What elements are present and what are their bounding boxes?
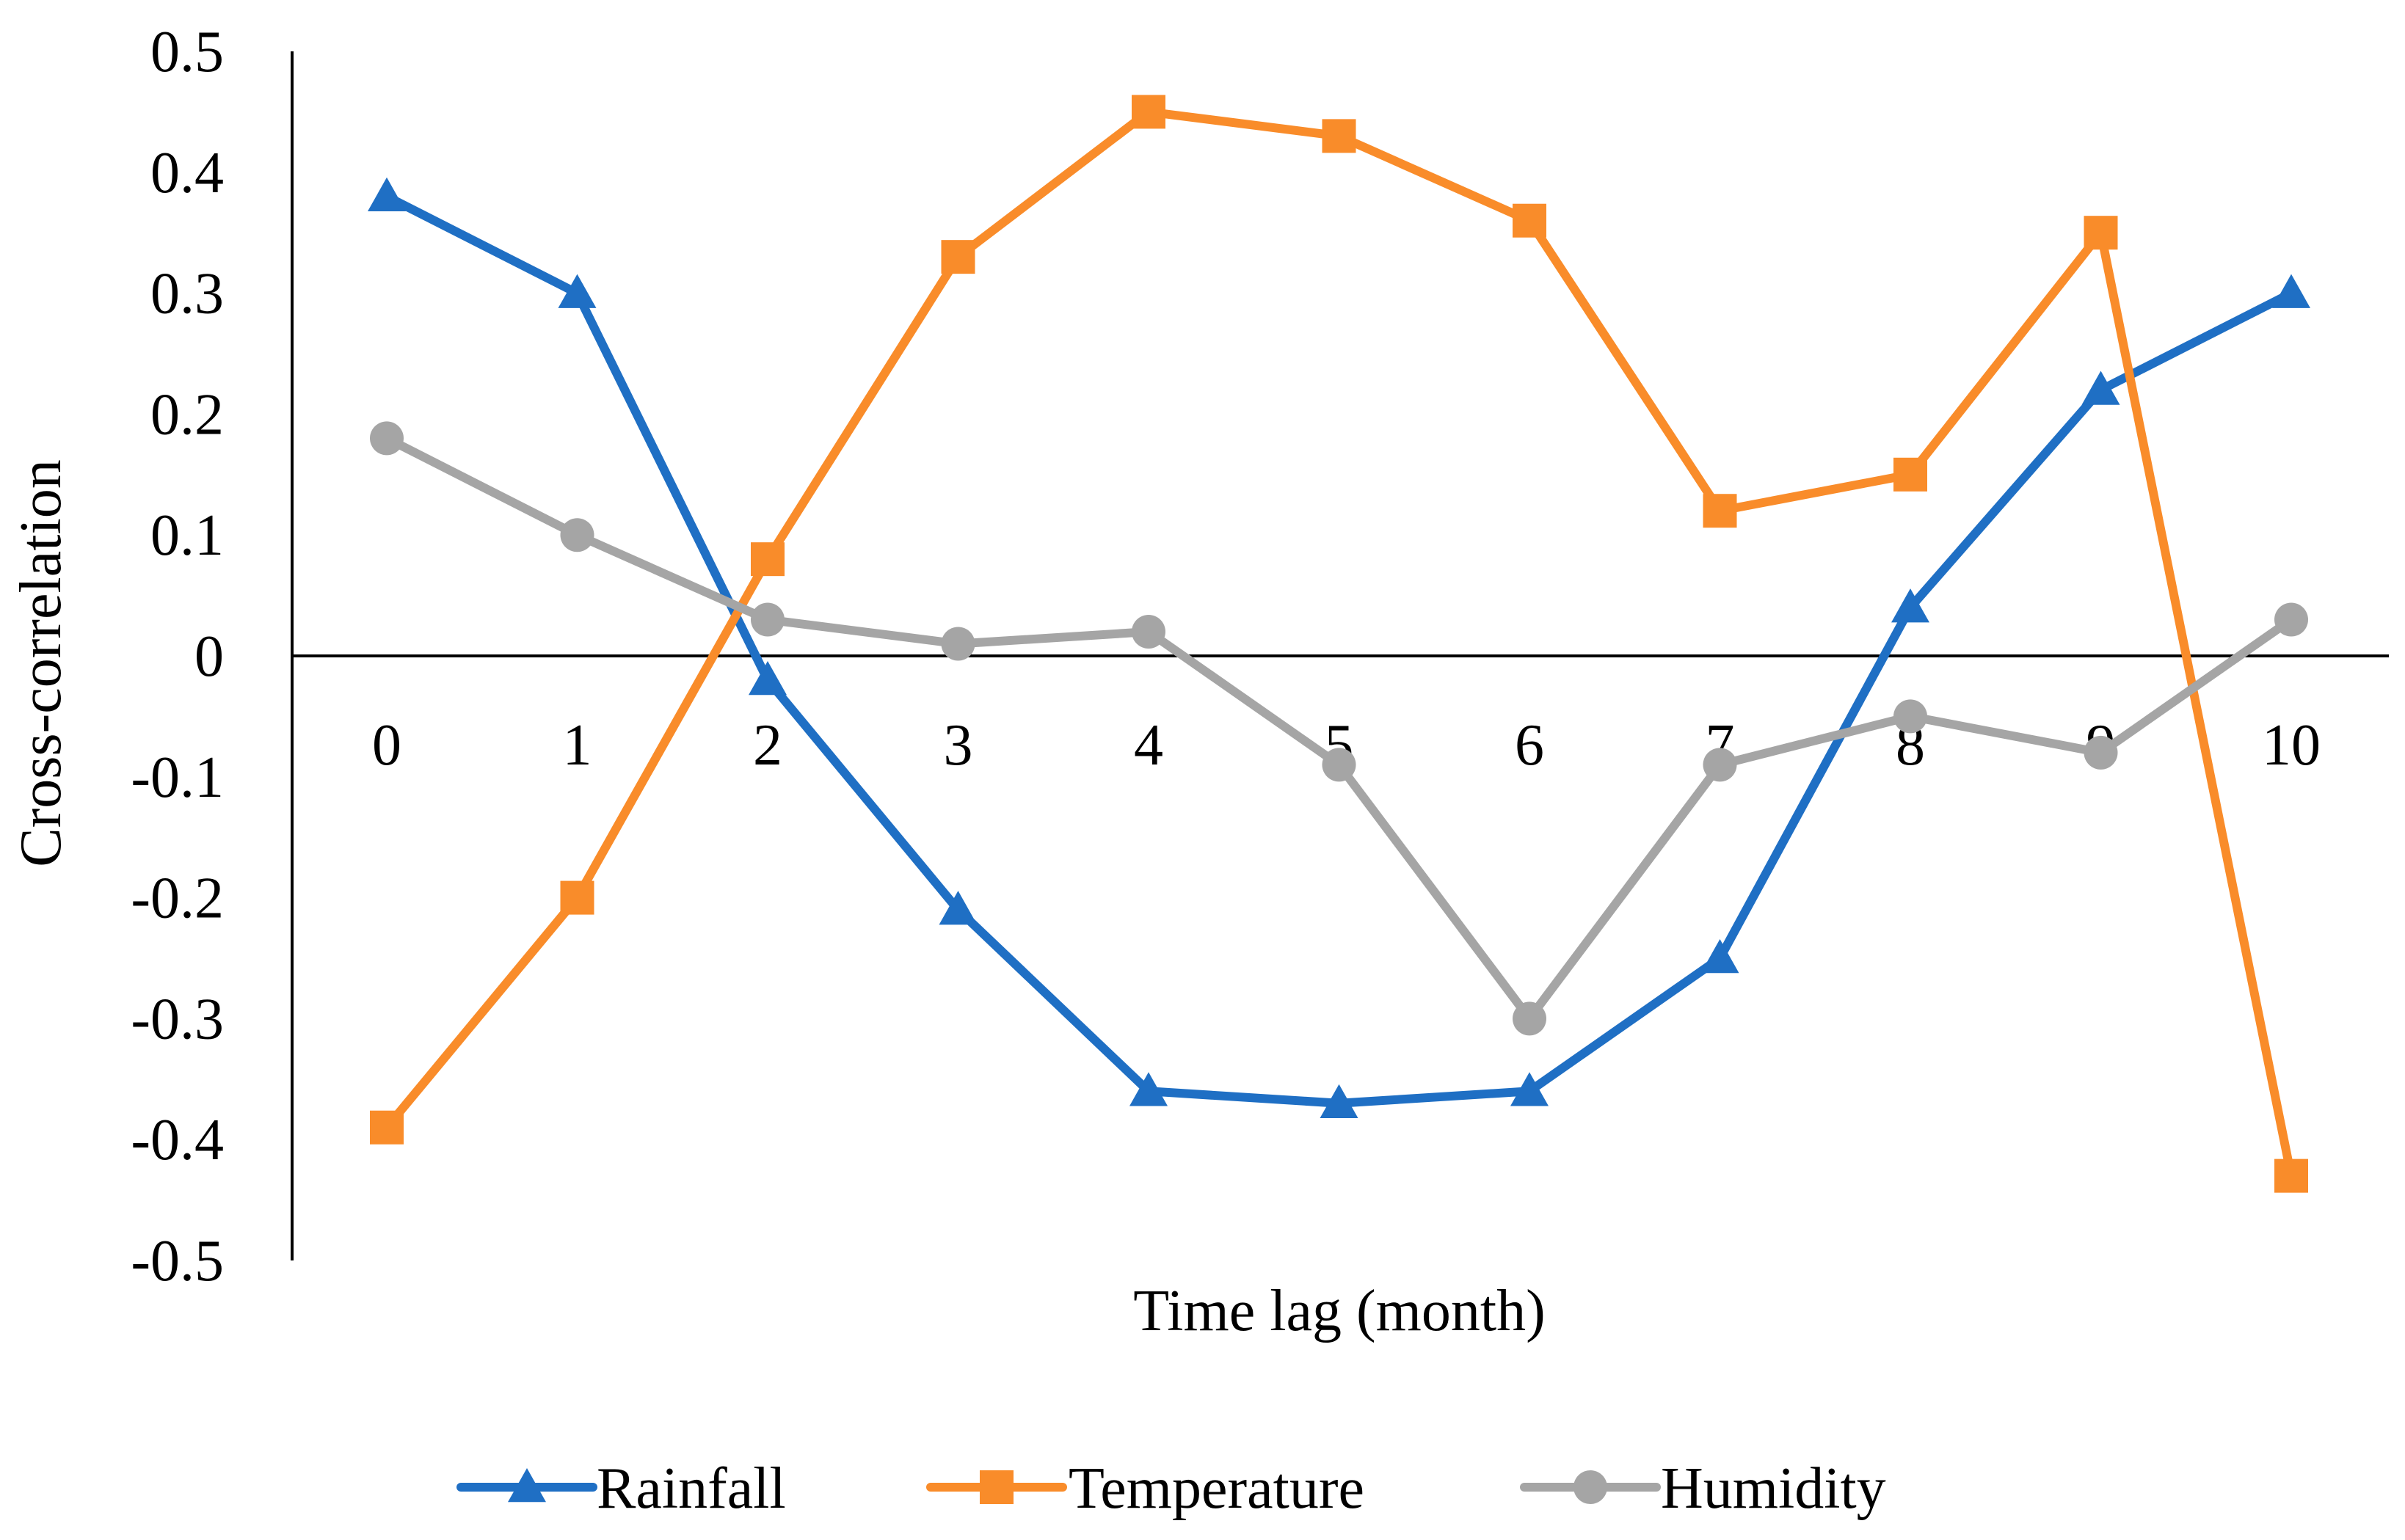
humidity-point — [1893, 699, 1927, 734]
legend-item-rainfall: Rainfall — [456, 1456, 786, 1521]
x-tick-label: 4 — [1134, 713, 1163, 778]
y-tick-label: -0.3 — [131, 987, 224, 1051]
rainfall-line — [382, 191, 2296, 1108]
legend-item-temperature: Temperature — [926, 1456, 1364, 1521]
x-tick-label: 10 — [2262, 713, 2321, 778]
humidity-point — [2274, 602, 2308, 637]
temperature-point — [2274, 1158, 2308, 1193]
y-tick-label: 0.2 — [150, 382, 224, 447]
humidity-point — [560, 518, 594, 552]
temperature-point — [1703, 494, 1737, 528]
y-tick-label: 0.1 — [150, 503, 224, 568]
humidity-point — [1132, 615, 1165, 649]
humidity-point — [1703, 748, 1737, 782]
x-axis-title: Time lag (month) — [1133, 1279, 1545, 1343]
temperature-line — [382, 107, 2296, 1180]
x-tick-label: 6 — [1515, 713, 1544, 778]
y-tick-label: 0 — [194, 624, 224, 689]
legend-marker — [1573, 1470, 1607, 1504]
temperature-point — [751, 542, 785, 577]
temperature-point — [1132, 95, 1165, 129]
y-tick-labels: 0.5 0.4 0.3 0.2 0.1 0 -0.1 -0.2 -0.3 -0.4 -0.5 — [131, 20, 224, 1293]
humidity-point — [370, 421, 404, 456]
rainfall-point — [749, 660, 787, 696]
temperature-point — [941, 240, 975, 274]
y-tick-label: -0.4 — [131, 1108, 224, 1172]
rainfall-point — [1891, 588, 1929, 623]
temperature-point — [1893, 457, 1927, 492]
humidity-point — [751, 602, 785, 637]
temperature-point — [1322, 119, 1356, 153]
legend-item-humidity: Humidity — [1520, 1456, 1886, 1521]
rainfall-point — [939, 891, 978, 925]
x-tick-label: 1 — [563, 713, 592, 778]
series-humidity — [370, 421, 2308, 1036]
legend-label: Rainfall — [597, 1456, 786, 1521]
temperature-point — [370, 1110, 404, 1145]
x-tick-label: 2 — [753, 713, 782, 778]
x-tick-label: 3 — [944, 713, 973, 778]
axes — [291, 51, 2389, 1260]
series-temperature — [370, 95, 2308, 1193]
series-layer — [368, 95, 2310, 1193]
humidity-point — [1322, 748, 1356, 782]
series-rainfall — [368, 177, 2310, 1119]
x-tick-labels: 012345678910 — [372, 713, 2321, 778]
y-tick-label: 0.5 — [150, 20, 224, 84]
humidity-point — [1513, 1001, 1546, 1036]
legend-marker — [980, 1470, 1014, 1504]
y-tick-label: 0.3 — [150, 262, 224, 326]
temperature-point — [1513, 203, 1546, 238]
legend-label: Temperature — [1069, 1456, 1364, 1521]
legend-marker — [508, 1468, 546, 1503]
temperature-point — [560, 880, 594, 915]
rainfall-point — [1700, 939, 1739, 974]
y-tick-label: -0.2 — [131, 866, 224, 931]
rainfall-point — [558, 274, 597, 308]
rainfall-point — [2081, 371, 2120, 405]
rainfall-point — [1320, 1084, 1358, 1119]
humidity-point — [941, 627, 975, 661]
rainfall-point — [2272, 274, 2310, 308]
y-tick-label: -0.1 — [131, 745, 224, 810]
legend-label: Humidity — [1661, 1456, 1886, 1521]
temperature-point — [2084, 216, 2118, 250]
x-tick-label: 0 — [372, 713, 401, 778]
y-tick-label: -0.5 — [131, 1229, 224, 1293]
rainfall-point — [1510, 1072, 1549, 1106]
legend: Rainfall Temperature Humidity — [456, 1456, 1886, 1521]
rainfall-point — [1129, 1072, 1168, 1106]
y-tick-label: 0.4 — [150, 141, 224, 205]
rainfall-point — [368, 177, 406, 212]
humidity-point — [2084, 735, 2118, 770]
y-axis-title: Cross-correlation — [9, 459, 73, 866]
